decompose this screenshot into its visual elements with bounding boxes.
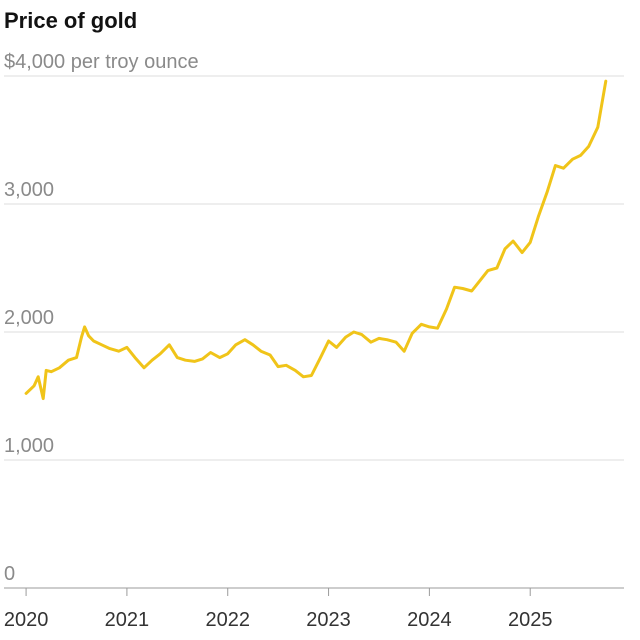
- x-tick-label: 2021: [105, 609, 150, 631]
- grid-layer: [4, 75, 624, 589]
- y-axis-unit-label: $4,000 per troy ounce: [4, 51, 199, 73]
- y-tick-label: 2,000: [4, 307, 54, 329]
- y-axis-tick-labels: 0 1,000 2,000 3,000: [4, 179, 54, 585]
- series-layer: [24, 79, 608, 401]
- y-tick-label: 1,000: [4, 435, 54, 457]
- gold-price-line: [24, 79, 608, 401]
- y-tick-label: 0: [4, 563, 15, 585]
- x-tick-label: 2024: [407, 609, 452, 631]
- x-tick-label: 2025: [508, 609, 553, 631]
- x-tick-label: 2020: [4, 609, 49, 631]
- chart-title: Price of gold: [4, 8, 137, 33]
- x-tick-label: 2022: [205, 609, 250, 631]
- x-axis: 2020 2021 2022 2023 2024 2025: [4, 588, 553, 631]
- x-tick-label: 2023: [306, 609, 351, 631]
- y-tick-label: 3,000: [4, 179, 54, 201]
